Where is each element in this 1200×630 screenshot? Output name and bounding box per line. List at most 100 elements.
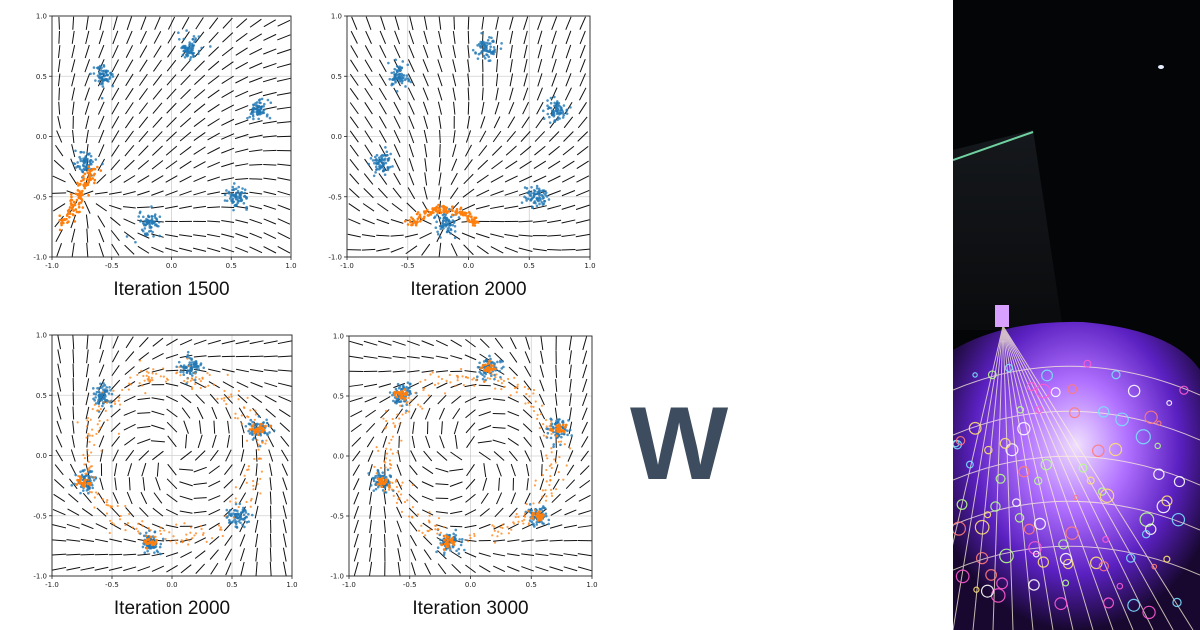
vector-arrow: [179, 117, 192, 128]
vector-arrow: [282, 505, 287, 519]
x-tick-label: -1.0: [342, 581, 356, 589]
real-point: [396, 382, 400, 386]
vector-arrow: [492, 439, 506, 445]
vector-arrow: [561, 249, 576, 251]
vector-arrow: [193, 339, 207, 345]
vector-arrow: [396, 478, 403, 490]
vector-arrow: [85, 16, 89, 30]
generated-point: [164, 537, 167, 541]
generated-point: [58, 218, 62, 222]
vector-arrow: [581, 436, 589, 448]
vector-arrow: [579, 16, 586, 30]
vector-arrow: [412, 421, 415, 434]
generated-point: [445, 542, 449, 546]
vector-arrow: [66, 539, 81, 542]
real-point: [483, 57, 487, 60]
dome-ornament: [1073, 494, 1079, 501]
vector-arrow: [451, 395, 462, 404]
vector-arrow: [152, 88, 163, 100]
vector-arrow: [141, 462, 147, 477]
real-point: [185, 54, 189, 58]
vector-arrow: [281, 449, 289, 462]
real-point: [244, 424, 248, 428]
real-point: [185, 29, 188, 32]
vector-arrow: [221, 206, 235, 209]
generated-point: [147, 371, 150, 374]
vector-arrow: [504, 190, 519, 196]
vector-arrow: [142, 477, 146, 491]
real-point: [242, 518, 245, 521]
vector-arrow: [96, 507, 107, 517]
generated-point: [168, 531, 171, 534]
real-point: [241, 523, 244, 527]
real-point: [480, 42, 483, 45]
generated-point: [414, 223, 418, 227]
vector-arrow: [151, 552, 165, 557]
generated-point: [60, 223, 63, 227]
generated-point: [497, 379, 500, 383]
dome-ornament: [1098, 561, 1109, 572]
dome-ornament: [1054, 597, 1068, 611]
vector-arrow: [126, 30, 133, 45]
vector-arrow: [180, 381, 193, 388]
vector-arrow: [410, 548, 417, 561]
dome-ornament: [1035, 383, 1051, 399]
real-point: [562, 104, 566, 107]
real-point: [82, 489, 85, 492]
generated-point: [74, 192, 78, 196]
vector-arrow: [239, 520, 246, 533]
real-point: [79, 491, 82, 495]
chart-panel-1: -1.0 -0.5 0.0 0.5 1.01.00.50.0-0.5-1.0Iterat…: [33, 13, 296, 301]
dome-ornament: [953, 521, 966, 536]
vector-arrow: [112, 335, 119, 349]
generated-point: [249, 499, 253, 502]
real-point: [388, 77, 392, 81]
vector-arrow: [125, 336, 134, 349]
vector-arrow: [450, 495, 463, 501]
vector-arrow: [123, 231, 135, 240]
real-point: [99, 69, 103, 72]
real-point: [108, 77, 111, 81]
generated-point: [554, 461, 558, 464]
real-point: [548, 121, 552, 124]
vector-arrow: [581, 421, 588, 434]
real-point: [87, 153, 90, 156]
dome-ornament: [1033, 517, 1047, 530]
vector-arrow: [551, 58, 557, 73]
vector-arrow: [249, 191, 263, 195]
real-point: [386, 159, 390, 162]
real-point: [405, 403, 409, 406]
real-point: [232, 208, 235, 212]
real-point: [97, 390, 101, 394]
vector-arrow: [423, 30, 429, 45]
generated-point: [201, 377, 204, 380]
real-point: [379, 166, 382, 170]
real-point: [243, 525, 246, 529]
vector-arrow: [449, 481, 463, 487]
generated-point: [245, 500, 248, 504]
generated-point: [391, 435, 395, 438]
real-point: [400, 81, 404, 85]
vector-arrow: [349, 397, 363, 403]
generated-point: [548, 483, 551, 487]
vector-arrow: [193, 103, 206, 113]
vector-arrow: [263, 164, 277, 166]
real-point: [476, 57, 480, 60]
generated-point: [91, 177, 95, 180]
generated-point: [470, 215, 473, 218]
vector-arrow: [240, 548, 245, 562]
vector-arrow: [123, 175, 136, 183]
vector-arrow: [498, 477, 500, 491]
real-point: [234, 522, 238, 526]
real-point: [375, 159, 378, 162]
vector-arrow: [453, 16, 455, 30]
chart-panel-4: -1.0 -0.5 0.0 0.5 1.01.00.50.0-0.5-1.0Iterat…: [330, 333, 597, 620]
x-tick-label: 0.5: [226, 581, 237, 589]
real-point: [549, 417, 553, 421]
vector-arrow: [55, 449, 63, 462]
generated-point: [542, 423, 545, 426]
vector-arrow: [364, 144, 373, 157]
vector-arrow: [236, 368, 249, 373]
vector-arrow: [580, 450, 589, 462]
generated-point: [147, 537, 151, 541]
